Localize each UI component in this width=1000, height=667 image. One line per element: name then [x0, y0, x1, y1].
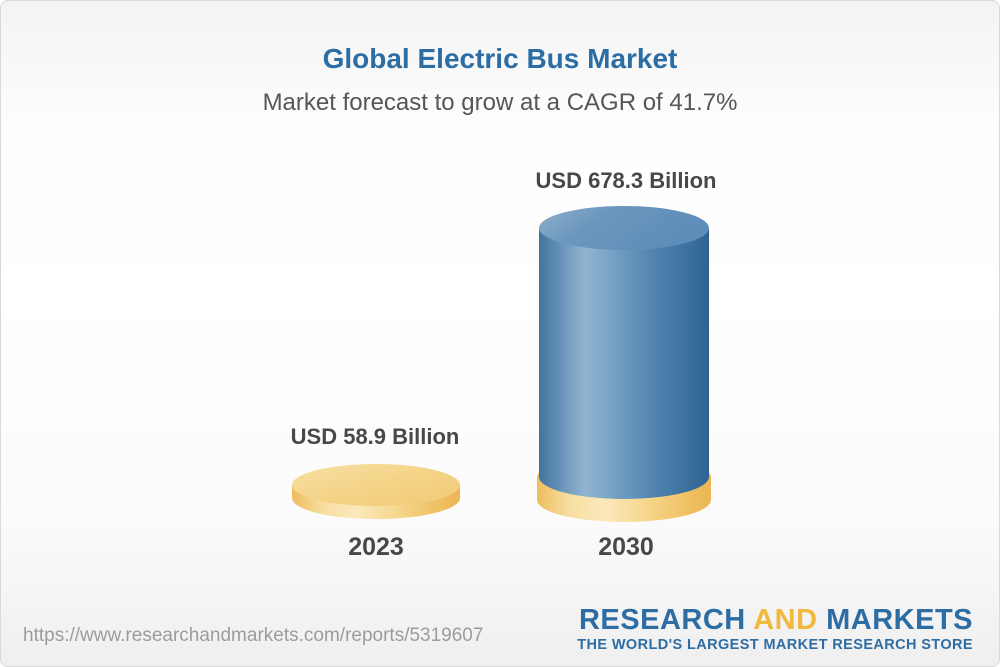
axis-label-2023: 2023	[348, 533, 404, 561]
research-and-markets-logo: RESEARCH AND MARKETS THE WORLD'S LARGEST…	[577, 605, 973, 654]
value-label-2023: USD 58.9 Billion	[290, 424, 460, 449]
logo-word-and: AND	[753, 604, 818, 636]
page-title: Global Electric Bus Market	[322, 43, 678, 74]
logo-wordmark: RESEARCH AND MARKETS	[577, 605, 973, 635]
page-subtitle: Market forecast to grow at a CAGR of 41.…	[262, 89, 738, 116]
bar-2023	[292, 464, 460, 519]
value-label-2030: USD 678.3 Billion	[535, 168, 717, 193]
report-url-link[interactable]: https://www.researchandmarkets.com/repor…	[23, 625, 484, 646]
bar-2030	[537, 206, 711, 522]
logo-word-markets: MARKETS	[826, 604, 973, 636]
logo-word-research: RESEARCH	[578, 604, 746, 636]
logo-tagline: THE WORLD'S LARGEST MARKET RESEARCH STOR…	[577, 637, 973, 654]
axis-label-2030: 2030	[598, 533, 654, 561]
